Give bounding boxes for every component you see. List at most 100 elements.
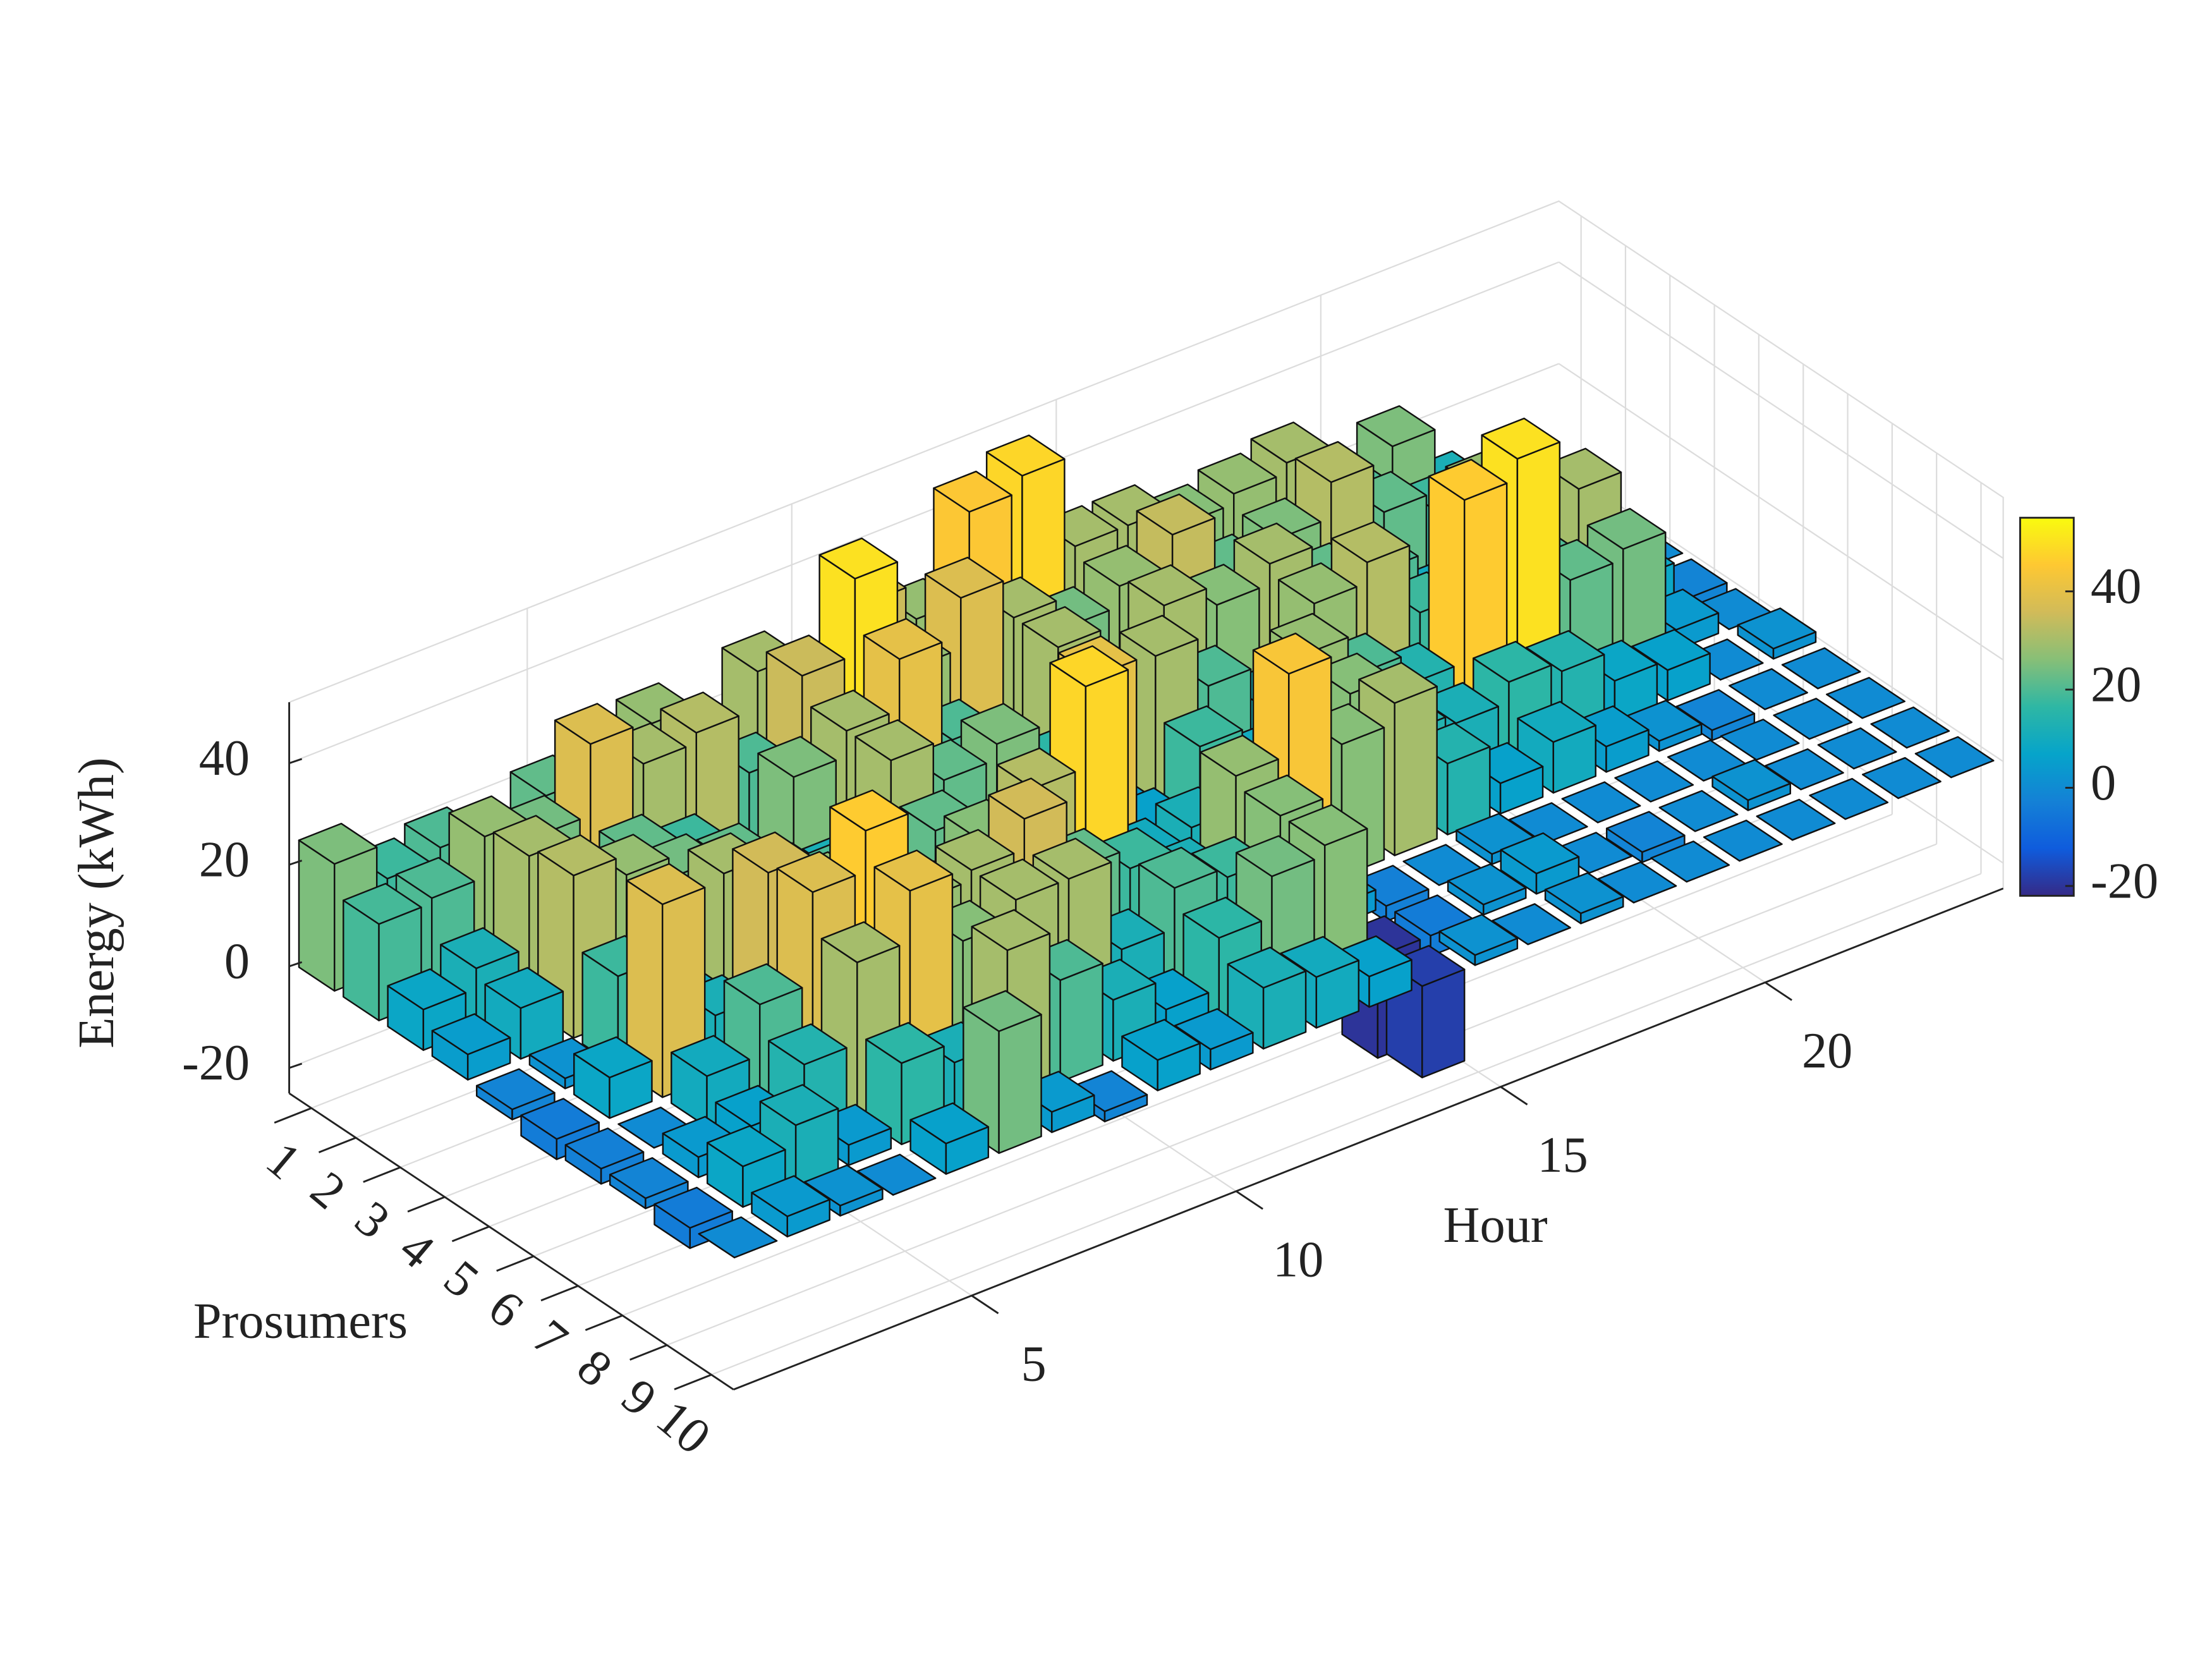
colorbar-tick-label: 0	[2091, 755, 2116, 811]
bar	[609, 1157, 689, 1210]
bar-top	[924, 556, 1004, 599]
bar-top	[1597, 861, 1677, 904]
bar-top	[933, 470, 1012, 513]
bar-top	[1500, 832, 1580, 875]
y-tick-label: 2	[300, 1160, 356, 1220]
y-axis-label: Prosumers	[193, 1293, 408, 1349]
grid-line	[1558, 363, 2004, 661]
bar-top	[1330, 521, 1411, 564]
z-tick	[289, 961, 303, 968]
bar	[1765, 748, 1844, 791]
colorbar-tick-label: 20	[2091, 657, 2141, 713]
bar	[626, 863, 706, 1098]
bar	[751, 1175, 830, 1237]
bar-top	[768, 1023, 848, 1066]
bar-top	[1561, 781, 1641, 823]
bar-top	[1438, 914, 1519, 956]
bar-top	[1508, 802, 1588, 844]
y-tick	[585, 1315, 623, 1331]
bar-front	[1421, 968, 1466, 1079]
bar	[1500, 832, 1580, 895]
bar	[1561, 781, 1641, 823]
y-tick	[274, 1107, 312, 1124]
bar	[1711, 758, 1792, 811]
y-tick-label: 1	[256, 1131, 312, 1190]
bar-top	[706, 1125, 786, 1167]
bar	[1614, 760, 1694, 803]
y-tick	[363, 1166, 401, 1183]
y-tick	[318, 1136, 356, 1153]
bar-top	[1049, 645, 1129, 688]
grid-frame	[289, 200, 2004, 889]
bar-top	[387, 968, 467, 1011]
bar-top	[1294, 441, 1375, 483]
bar-top	[395, 856, 475, 899]
bar-top	[1236, 835, 1315, 877]
bar-top	[829, 789, 909, 832]
y-tick-label: 8	[567, 1339, 623, 1398]
bar	[1492, 903, 1571, 945]
bar-top	[1914, 736, 1995, 779]
bar-top	[1720, 719, 1800, 761]
bar-top	[854, 719, 935, 762]
x-tick	[971, 1294, 999, 1315]
bar-top	[1288, 804, 1368, 846]
bar	[1870, 706, 1950, 749]
bar	[1720, 719, 1800, 761]
z-tick-label: 20	[199, 832, 250, 888]
bar	[1121, 1019, 1201, 1091]
bar-top	[1233, 522, 1313, 565]
grid-line	[289, 261, 1559, 764]
x-tick-label: 20	[1802, 1023, 1852, 1079]
bar-top	[1781, 647, 1861, 690]
y-tick	[540, 1285, 579, 1302]
bar-top	[979, 858, 1059, 901]
y-tick	[674, 1373, 712, 1390]
bar-top	[856, 1153, 937, 1196]
x-axis-label: Hour	[1443, 1197, 1548, 1253]
bar-top	[653, 1186, 733, 1229]
bar-top	[1703, 819, 1783, 862]
bar-top	[1544, 872, 1624, 915]
bar	[431, 1013, 511, 1081]
z-tick-label: 40	[199, 730, 250, 786]
bar-top	[909, 1102, 990, 1145]
bar-top	[820, 921, 901, 964]
y-tick-label: 4	[389, 1220, 445, 1279]
y-tick-label: 3	[344, 1190, 400, 1249]
bar-top	[1586, 507, 1667, 550]
bar	[1737, 607, 1817, 660]
bar-top	[671, 1035, 750, 1077]
bar-top	[1817, 727, 1897, 770]
bar	[1447, 863, 1527, 916]
x-tick	[1765, 981, 1792, 1001]
bar-top	[660, 691, 739, 734]
bar-top	[996, 747, 1076, 790]
bar-top	[1447, 863, 1527, 906]
bar-top	[1473, 640, 1552, 683]
bar-top	[698, 1216, 778, 1259]
bar	[698, 1216, 778, 1259]
bar-top	[1756, 798, 1836, 841]
bar-top	[440, 927, 520, 969]
bar-top	[1481, 417, 1561, 460]
bar	[1438, 914, 1519, 966]
bar-top	[1244, 774, 1324, 817]
bar-top	[810, 690, 890, 732]
bar-top	[1197, 453, 1277, 495]
z-axis-label: Energy (kWh)	[68, 757, 125, 1048]
bar-top	[971, 909, 1051, 951]
bar-top	[1650, 840, 1730, 883]
bar-top	[1631, 629, 1711, 671]
bar	[1809, 777, 1889, 820]
y-tick	[496, 1255, 534, 1272]
bar	[909, 1102, 990, 1175]
bar-top	[757, 736, 837, 778]
z-tick	[289, 860, 303, 866]
bar-top	[1356, 405, 1436, 447]
bar-top	[759, 1084, 839, 1126]
x-tick	[1500, 1086, 1528, 1105]
bar	[1650, 840, 1730, 883]
bar-top	[1826, 677, 1905, 719]
